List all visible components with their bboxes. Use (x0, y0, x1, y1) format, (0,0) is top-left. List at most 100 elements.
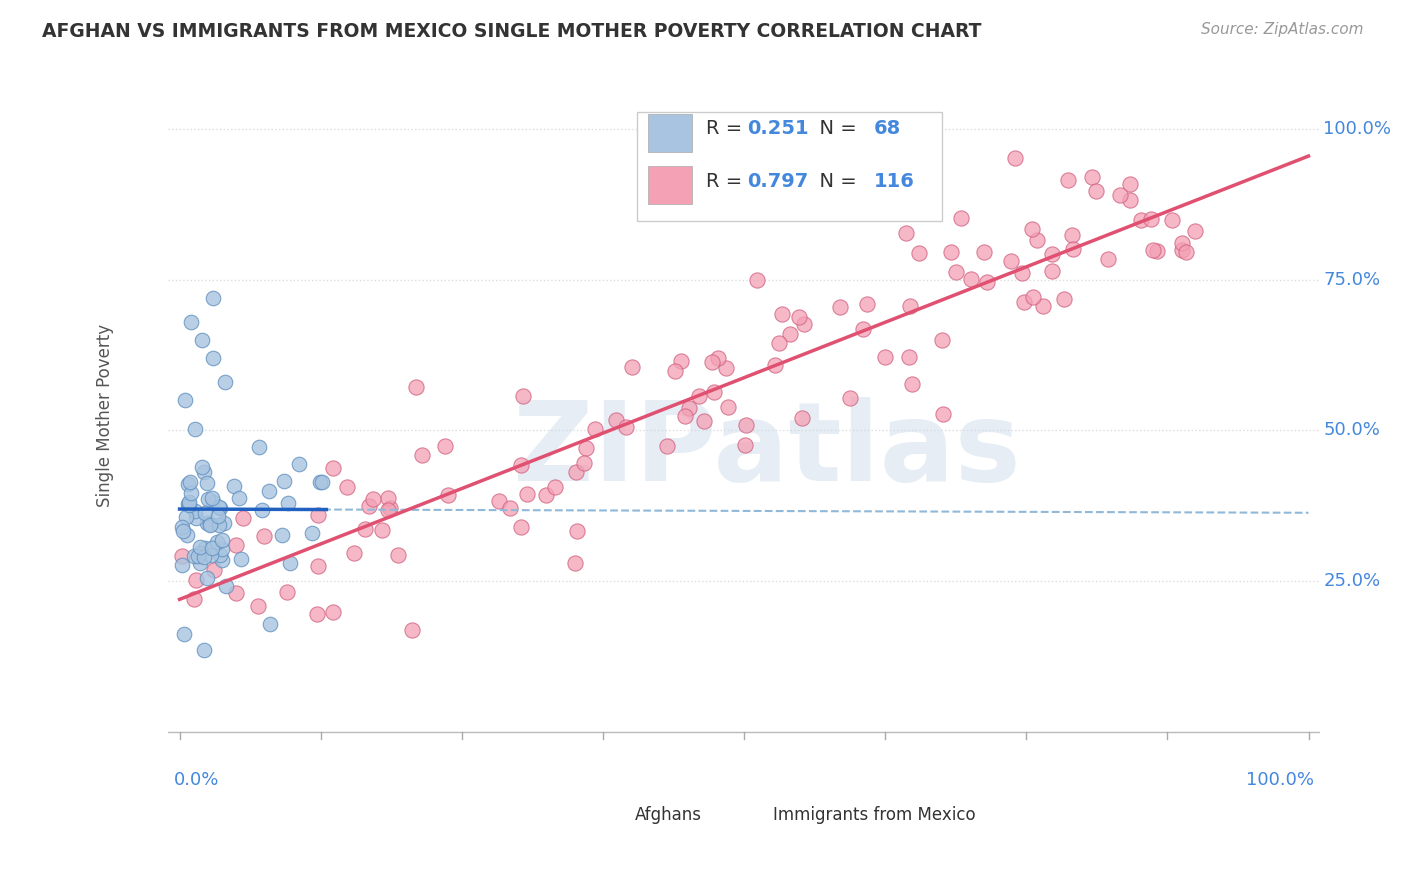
Point (194, 541, 217, 555)
Point (208, 500, 231, 514)
Point (1022, 290, 1045, 304)
Text: N =: N = (807, 120, 863, 138)
Point (276, 585, 298, 599)
Text: N =: N = (807, 172, 863, 191)
Point (707, 351, 730, 366)
Text: Single Mother Poverty: Single Mother Poverty (96, 324, 114, 507)
Point (229, 552, 252, 566)
Point (174, 509, 197, 524)
Point (1084, 185, 1107, 199)
Point (945, 265, 967, 279)
Point (1161, 212, 1184, 227)
Point (172, 524, 194, 539)
Point (950, 211, 973, 225)
Point (678, 401, 700, 416)
Point (779, 326, 801, 341)
Text: 75.0%: 75.0% (1323, 270, 1381, 289)
Point (301, 525, 323, 540)
Point (688, 388, 710, 402)
Point (621, 359, 644, 374)
Text: 100.0%: 100.0% (1323, 120, 1391, 138)
Point (1060, 228, 1083, 243)
Point (342, 546, 364, 560)
Point (194, 506, 217, 520)
Point (309, 475, 332, 489)
Point (1032, 299, 1054, 313)
Point (1184, 224, 1206, 238)
Point (336, 480, 359, 494)
Point (307, 559, 329, 574)
Text: ZIPatlas: ZIPatlas (513, 397, 1021, 504)
Point (184, 511, 207, 525)
Point (669, 354, 692, 368)
Point (939, 244, 962, 259)
Point (370, 523, 392, 537)
Point (322, 605, 344, 619)
Point (734, 438, 756, 452)
Point (873, 350, 896, 364)
Text: R =: R = (706, 120, 748, 138)
Point (700, 354, 723, 368)
Point (191, 333, 214, 347)
Text: Source: ZipAtlas.com: Source: ZipAtlas.com (1201, 22, 1364, 37)
Point (959, 271, 981, 285)
Point (1140, 212, 1163, 227)
Point (225, 538, 247, 552)
Point (714, 361, 737, 376)
Point (1146, 244, 1168, 258)
Text: 68: 68 (875, 120, 901, 138)
Point (214, 375, 236, 389)
Point (747, 272, 769, 286)
Point (405, 379, 427, 393)
Point (436, 488, 458, 502)
Point (734, 417, 756, 432)
Point (1109, 188, 1132, 202)
Point (184, 504, 207, 518)
Point (208, 549, 231, 563)
Point (225, 586, 247, 600)
Point (564, 556, 586, 570)
Point (575, 441, 598, 455)
Point (179, 495, 201, 509)
Point (509, 520, 531, 534)
Point (839, 392, 862, 406)
Point (1118, 177, 1140, 191)
Point (193, 550, 215, 565)
Point (200, 516, 222, 531)
Point (211, 533, 233, 547)
Point (703, 385, 725, 400)
Point (307, 508, 329, 522)
Point (510, 458, 533, 472)
Point (852, 321, 875, 335)
Point (1119, 193, 1142, 207)
Text: 100.0%: 100.0% (1246, 772, 1315, 789)
Point (664, 364, 686, 378)
Point (657, 439, 679, 453)
Point (787, 310, 810, 324)
Point (830, 301, 852, 315)
Text: Immigrants from Mexico: Immigrants from Mexico (773, 806, 976, 824)
Point (180, 486, 202, 500)
FancyBboxPatch shape (595, 802, 627, 828)
Point (202, 563, 225, 577)
Point (170, 549, 193, 563)
FancyBboxPatch shape (648, 113, 692, 152)
Point (276, 496, 298, 510)
Point (544, 480, 567, 494)
Text: 50.0%: 50.0% (1323, 422, 1381, 440)
Point (208, 501, 231, 516)
Point (211, 542, 233, 557)
Point (322, 461, 344, 475)
Point (200, 541, 222, 556)
Point (901, 376, 924, 391)
Point (232, 511, 254, 525)
Point (179, 475, 201, 490)
Point (1062, 242, 1084, 256)
Point (673, 409, 696, 423)
Point (214, 579, 236, 593)
Point (288, 457, 311, 471)
Point (898, 299, 921, 313)
Text: AFGHAN VS IMMIGRANTS FROM MEXICO SINGLE MOTHER POVERTY CORRELATION CHART: AFGHAN VS IMMIGRANTS FROM MEXICO SINGLE … (42, 22, 981, 41)
Point (172, 558, 194, 572)
Point (193, 643, 215, 657)
